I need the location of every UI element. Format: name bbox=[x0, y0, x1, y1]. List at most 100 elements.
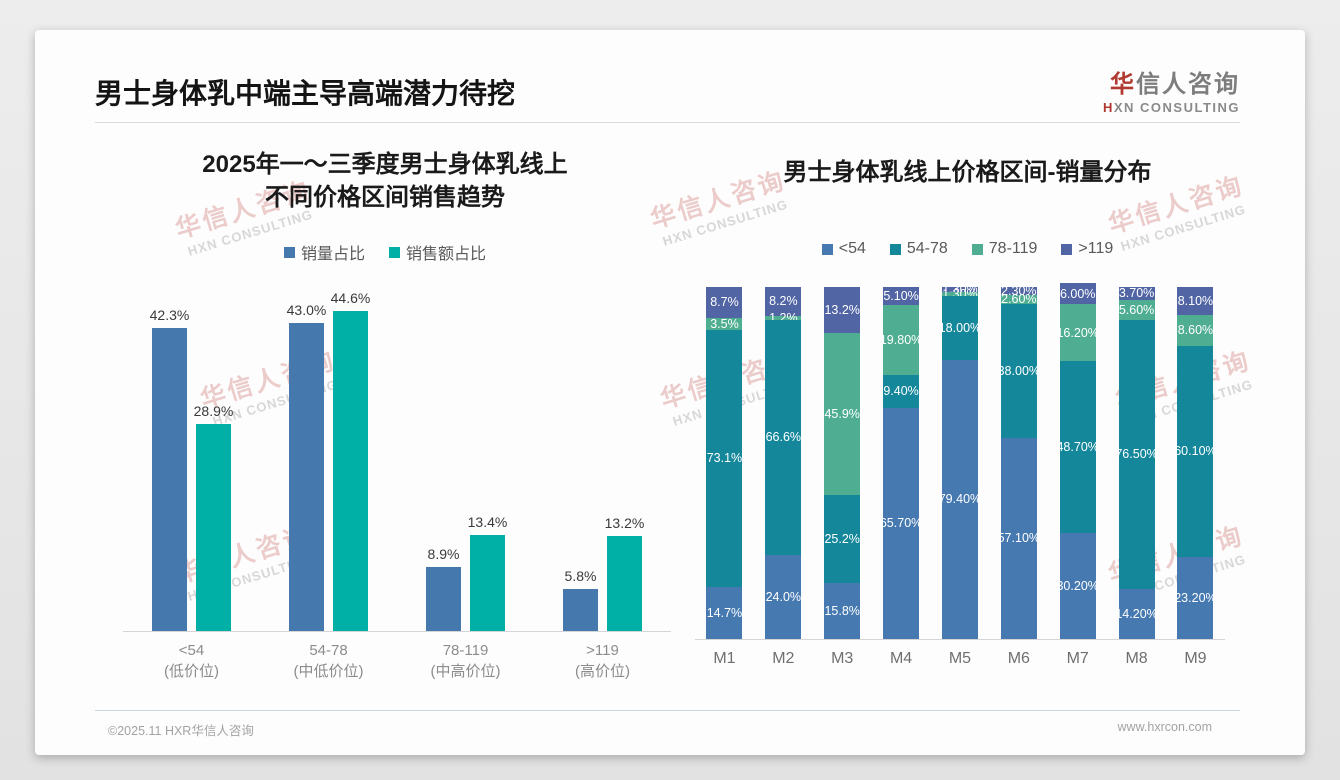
stacked-bar: 8.2% 1.2% 66.6% 24.0% bbox=[765, 287, 802, 639]
bar-segment: 3.5% bbox=[706, 318, 743, 331]
bar-segment: 19.80% bbox=[880, 304, 922, 375]
stacked-bar: 2.30% 2.60% 38.00% 57.10% bbox=[997, 283, 1041, 639]
segment-value-label: 16.20% bbox=[1056, 325, 1099, 340]
segment-value-label: 45.9% bbox=[824, 406, 860, 421]
bar-value-label: 13.2% bbox=[604, 515, 645, 531]
bar-value-label: 42.3% bbox=[149, 307, 190, 323]
bar-segment: 48.70% bbox=[1056, 361, 1099, 533]
bar-segment: 30.20% bbox=[1056, 532, 1099, 639]
right-chart-x-axis: M1 M2 M3 M4 M5 M6 M7 M8 M9 bbox=[695, 650, 1225, 668]
bar-segment: 25.2% bbox=[824, 494, 861, 584]
stacked-bar: 8.7% 3.5% 73.1% 14.7% bbox=[706, 287, 743, 639]
bar-value-label: 5.8% bbox=[564, 568, 597, 584]
bar: 43.0% bbox=[287, 302, 326, 631]
segment-value-label: 15.8% bbox=[824, 603, 860, 618]
left-chart-title: 2025年一～三季度男士身体乳线上 不同价格区间销售趋势 bbox=[105, 148, 665, 214]
segment-value-label: 79.40% bbox=[938, 492, 982, 506]
segment-value-label: 18.00% bbox=[938, 320, 982, 335]
bar-value-label: 13.4% bbox=[467, 514, 508, 530]
segment-value-label: 6.00% bbox=[1059, 286, 1096, 301]
segment-value-label: 8.10% bbox=[1177, 293, 1214, 308]
segment-value-label: 38.00% bbox=[997, 363, 1041, 378]
bar-group: 42.3% 28.9% bbox=[150, 307, 233, 631]
bar-segment: 8.7% bbox=[706, 287, 743, 318]
bar: 5.8% bbox=[563, 568, 598, 631]
x-tick-sub: (中低价位) bbox=[293, 663, 364, 680]
logo-cn: 华信人咨询 bbox=[1103, 64, 1240, 99]
legend-label: 54-78 bbox=[906, 240, 948, 257]
x-tick-label: 54-78 (中低价位) bbox=[260, 640, 397, 682]
stacked-bar: 6.00% 16.20% 48.70% 30.20% bbox=[1056, 283, 1099, 639]
legend-label: >119 bbox=[1078, 240, 1114, 257]
x-tick-label: M3 bbox=[831, 650, 854, 667]
legend-swatch bbox=[821, 243, 833, 255]
segment-value-label: 9.40% bbox=[883, 383, 919, 398]
bar-group: 8.9% 13.4% bbox=[426, 514, 507, 631]
legend-swatch bbox=[1061, 243, 1073, 255]
segment-value-label: 14.20% bbox=[1115, 606, 1158, 621]
bar-segment: 79.40% bbox=[938, 359, 982, 639]
x-tick-main: <54 bbox=[178, 642, 205, 659]
x-tick-sub: (高价位) bbox=[575, 663, 630, 680]
legend-label: 销售额占比 bbox=[406, 246, 487, 263]
x-tick-main: 78-119 bbox=[442, 642, 489, 659]
bar-segment: 23.20% bbox=[1174, 557, 1217, 639]
segment-value-label: 66.6% bbox=[765, 430, 802, 445]
bar: 44.6% bbox=[331, 290, 370, 631]
segment-value-label: 5.10% bbox=[883, 288, 919, 303]
x-tick-sub: (中高价位) bbox=[430, 663, 501, 680]
x-tick-label: M1 bbox=[713, 650, 736, 667]
legend-item: >119 bbox=[1061, 240, 1113, 258]
segment-value-label: 8.2% bbox=[769, 294, 798, 309]
logo-en-accent: H bbox=[1102, 100, 1114, 115]
bar: 42.3% bbox=[150, 307, 189, 631]
bar-value-label: 8.9% bbox=[427, 546, 460, 562]
bar-segment: 16.20% bbox=[1056, 304, 1099, 362]
bar-segment: 2.30% bbox=[1000, 283, 1037, 298]
legend-label: 78-119 bbox=[988, 240, 1038, 257]
x-tick-label: M9 bbox=[1184, 650, 1207, 667]
header-divider bbox=[95, 122, 1240, 123]
legend-swatch bbox=[889, 243, 901, 255]
left-chart-title-line2: 不同价格区间销售趋势 bbox=[265, 184, 505, 211]
bar-segment: 9.40% bbox=[883, 374, 920, 408]
segment-value-label: 24.0% bbox=[765, 589, 802, 604]
x-tick-label: >119 (高价位) bbox=[534, 640, 671, 682]
logo-en-rest: XN CONSULTING bbox=[1113, 100, 1240, 115]
bar-segment: 14.20% bbox=[1115, 589, 1158, 639]
bar-group: 43.0% 44.6% bbox=[287, 290, 370, 631]
bar-segment: 2.60% bbox=[1000, 293, 1037, 305]
logo-cn-accent: 华 bbox=[1110, 71, 1136, 98]
bar-value-label: 43.0% bbox=[286, 302, 327, 318]
bar-segment: 6.00% bbox=[1059, 283, 1096, 305]
bar-segment: 14.7% bbox=[706, 587, 743, 639]
page-title: 男士身体乳中端主导高端潜力待挖 bbox=[95, 78, 516, 109]
bar: 28.9% bbox=[194, 403, 233, 631]
legend-item: 销售额占比 bbox=[389, 240, 486, 264]
legend-swatch bbox=[971, 243, 983, 255]
bar-segment: 65.70% bbox=[880, 407, 922, 639]
segment-value-label: 60.10% bbox=[1174, 444, 1217, 459]
x-tick-label: <54 (低价位) bbox=[123, 640, 260, 682]
stacked-bar: 1.30% 1.30% 18.00% 79.40% bbox=[938, 283, 982, 639]
segment-value-label: 25.2% bbox=[824, 531, 860, 546]
logo-cn-rest: 信人咨询 bbox=[1136, 71, 1240, 98]
segment-value-label: 2.30% bbox=[1001, 283, 1037, 298]
bar-segment: 38.00% bbox=[997, 304, 1041, 438]
bar-segment: 73.1% bbox=[706, 330, 743, 588]
bar-segment: 24.0% bbox=[765, 554, 802, 639]
segment-value-label: 5.60% bbox=[1118, 302, 1155, 317]
right-chart-title: 男士身体乳线上价格区间-销量分布 bbox=[783, 159, 1152, 186]
bar-value-label: 28.9% bbox=[193, 403, 234, 419]
x-tick-label: M6 bbox=[1007, 650, 1030, 667]
legend-label: 销量占比 bbox=[300, 246, 365, 263]
bar-segment: 13.2% bbox=[824, 286, 861, 334]
bar-segment: 60.10% bbox=[1174, 345, 1217, 558]
x-tick-label: M7 bbox=[1066, 650, 1089, 667]
segment-value-label: 57.10% bbox=[997, 531, 1041, 546]
bar-segment: 15.8% bbox=[824, 583, 861, 639]
bar-segment: 3.70% bbox=[1118, 287, 1155, 301]
x-tick-label: M5 bbox=[948, 650, 972, 667]
right-chart-legend: <54 54-78 78-119 >119 bbox=[695, 240, 1240, 258]
left-chart-x-axis: <54 (低价位) 54-78 (中低价位) 78-119 (中高价位) >119 (高价位) bbox=[123, 640, 671, 682]
